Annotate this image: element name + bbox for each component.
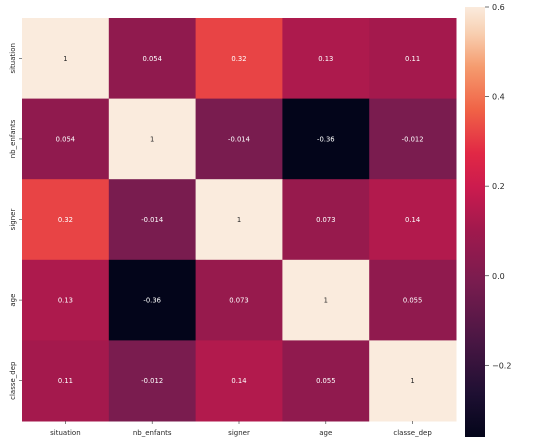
colorbar-tick-label: 0.0 [492,272,505,281]
heatmap-cell-signer-situation [22,179,110,261]
colorbar-gradient [465,7,485,437]
heatmap-cell-nb_enfants-situation [22,98,110,180]
colorbar-tick-label: 0.4 [492,93,505,102]
cell-value-label: 0.13 [58,297,73,305]
cell-value-label: 0.073 [229,297,248,305]
heatmap-cell-age-classe_dep [369,259,457,341]
colorbar: −0.2 0.0 0.2 0.4 0.6 [465,3,511,437]
cell-value-label: -0.012 [402,135,424,143]
x-axis-tick-labels: situation nb_enfants signer age classe_dep [50,421,432,437]
heatmap-cell-situation-situation [22,18,110,100]
cell-value-label: -0.36 [317,135,335,143]
y-tick-label: situation [9,43,17,73]
cell-value-label: 1 [63,55,67,63]
x-tick-label: classe_dep [393,429,432,437]
heatmap-cell-age-nb_enfants [108,259,197,341]
heatmap-cell-age-age [282,259,370,341]
cell-value-label: 0.073 [316,216,335,224]
cell-value-label: 0.11 [58,377,73,385]
cell-value-label: 0.054 [142,55,161,63]
y-tick-label: age [9,294,17,307]
cell-value-label: -0.014 [141,216,163,224]
heatmap-cell-situation-age [282,18,370,100]
cell-value-label: 0.13 [318,55,333,63]
heatmap-cell-signer-age [282,179,370,261]
heatmap-cell-nb_enfants-age [282,98,370,180]
x-tick-label: signer [228,429,250,437]
cell-value-label: -0.012 [141,377,163,385]
heatmap-cell-signer-nb_enfants [108,179,197,261]
cell-value-label: 1 [410,377,414,385]
cell-value-label: 0.32 [231,55,246,63]
heatmap-cell-situation-classe_dep [369,18,457,100]
y-tick-label: nb_enfants [9,119,17,158]
heatmap-cell-classe_dep-age [282,340,370,422]
colorbar-tick-label: 0.6 [492,3,505,12]
heatmap-cell-classe_dep-nb_enfants [108,340,197,422]
colorbar-tick-label: −0.2 [492,361,511,370]
y-tick-label: classe_dep [9,361,17,400]
cell-value-label: 0.32 [58,216,73,224]
cell-value-label: 0.14 [231,377,246,385]
heatmap-cell-age-signer [195,259,283,341]
cell-value-label: 0.14 [405,216,420,224]
x-tick-label: nb_enfants [133,429,172,437]
cell-value-label: 1 [324,297,328,305]
x-tick-label: situation [50,429,80,437]
cell-value-label: 0.055 [403,297,422,305]
heatmap-cell-nb_enfants-signer [195,98,283,180]
heatmap-cell-signer-signer [195,179,283,261]
cell-value-label: 1 [237,216,241,224]
cell-value-label: 0.054 [56,135,75,143]
heatmap-cell-age-situation [22,259,110,341]
cell-value-label: -0.36 [143,297,161,305]
colorbar-tick-label: 0.2 [492,182,505,191]
x-tick-label: age [319,429,332,437]
heatmap-cell-signer-classe_dep [369,179,457,261]
heatmap-cell-situation-nb_enfants [108,18,197,100]
y-tick-label: signer [9,209,17,231]
heatmap-cell-classe_dep-signer [195,340,283,422]
cell-value-label: 1 [150,135,154,143]
cell-value-label: -0.014 [228,135,250,143]
cell-value-label: 0.11 [405,55,420,63]
heatmap-cells [22,18,457,422]
heatmap-cell-situation-signer [195,18,283,100]
cell-value-label: 0.055 [316,377,335,385]
heatmap-cell-labels: 1 0.054 0.32 0.13 0.11 0.054 1 -0.014 -0.36 -0.01… [56,55,424,385]
heatmap-cell-classe_dep-situation [22,340,110,422]
heatmap-cell-classe_dep-classe_dep [369,340,457,422]
heatmap-cell-nb_enfants-nb_enfants [108,98,197,180]
heatmap-cell-nb_enfants-classe_dep [369,98,457,180]
